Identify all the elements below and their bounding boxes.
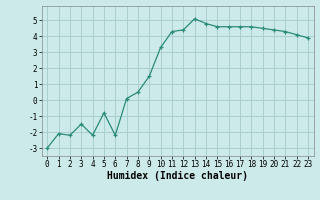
X-axis label: Humidex (Indice chaleur): Humidex (Indice chaleur) [107, 171, 248, 181]
